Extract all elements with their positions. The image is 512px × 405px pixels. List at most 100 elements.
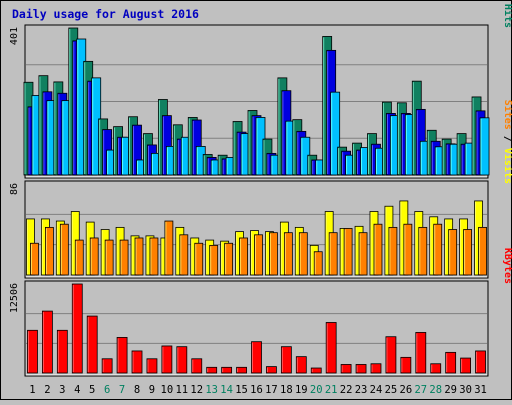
panel-3: 12506 KBytes <box>9 248 512 377</box>
bar-kbytes-day-7 <box>116 337 128 374</box>
day-label: 16 <box>250 384 263 396</box>
bar-sites-day-19 <box>298 232 308 276</box>
day-label: 14 <box>220 384 233 396</box>
day-label: 15 <box>235 384 248 396</box>
bar-kbytes-day-13 <box>206 366 218 374</box>
bar-sites-day-11 <box>179 234 189 276</box>
day-label: 6 <box>104 384 110 396</box>
day-label: 9 <box>149 384 155 396</box>
y-axis-label-part: KBytes <box>502 248 512 284</box>
bar-sites-day-25 <box>388 226 398 276</box>
bar-kbytes-day-18 <box>280 346 292 374</box>
day-label: 22 <box>340 384 353 396</box>
day-label: 12 <box>190 384 203 396</box>
day-label: 28 <box>429 384 442 396</box>
y-max-label: 86 <box>9 183 20 195</box>
day-label: 26 <box>400 384 413 396</box>
bar-sites-day-28 <box>433 223 443 276</box>
day-label: 24 <box>370 384 383 396</box>
y-axis-label-part: Hits <box>502 4 512 28</box>
bar-sites-day-23 <box>358 232 368 276</box>
day-label: 27 <box>414 384 427 396</box>
bar-kbytes-day-22 <box>340 364 352 374</box>
bar-kbytes-day-6 <box>101 358 113 374</box>
bar-sites-day-13 <box>209 244 219 276</box>
chart-panels: 401 Pages / Files / Hits 86 Sites / Visits 1… <box>9 0 512 377</box>
bar-sites-day-7 <box>119 239 129 276</box>
bar-kbytes-day-16 <box>251 341 262 374</box>
chart-title: Daily usage for August 2016 <box>12 7 199 21</box>
bar-kbytes-day-30 <box>460 357 471 374</box>
y-axis-label-part: / <box>502 0 512 4</box>
panel-1: 401 Pages / Files / Hits <box>9 0 512 179</box>
day-label: 2 <box>44 384 50 396</box>
bar-sites-day-3 <box>59 223 69 276</box>
bar-kbytes-day-14 <box>221 366 233 374</box>
day-label: 17 <box>265 384 278 396</box>
bar-sites-day-12 <box>194 242 204 276</box>
bar-sites-day-31 <box>478 226 487 276</box>
bar-sites-day-1 <box>30 242 39 276</box>
bar-kbytes-day-24 <box>370 363 382 374</box>
day-label: 25 <box>385 384 398 396</box>
day-label: 5 <box>89 384 95 396</box>
bar-kbytes-day-17 <box>266 366 277 374</box>
bar-sites-day-15 <box>239 237 248 276</box>
bar-sites-day-10 <box>164 220 174 276</box>
day-label: 31 <box>474 384 487 396</box>
bar-sites-day-27 <box>418 226 428 276</box>
bar-sites-day-20 <box>313 251 323 276</box>
y-axis-label-part: Sites <box>502 100 512 130</box>
bar-kbytes-day-5 <box>86 315 98 374</box>
day-label: 19 <box>295 384 308 396</box>
bar-sites-day-16 <box>254 234 263 276</box>
bar-kbytes-day-15 <box>236 366 247 374</box>
x-axis-labels: 1 2 3 4 5 6 7 8 9 10 11 12 13 14 15 16 17 18 19 20 21 22 23 24 2… <box>29 384 487 396</box>
day-label: 7 <box>119 384 125 396</box>
day-label: 30 <box>459 384 472 396</box>
bar-sites-day-9 <box>149 237 159 276</box>
bar-kbytes-day-10 <box>161 345 173 374</box>
bar-sites-day-29 <box>448 229 458 276</box>
bar-kbytes-day-9 <box>146 358 158 374</box>
day-label: 11 <box>175 384 188 396</box>
y-max-label: 12506 <box>9 283 20 313</box>
bar-sites-day-24 <box>373 223 383 276</box>
bar-kbytes-day-12 <box>191 358 203 374</box>
day-label: 13 <box>205 384 218 396</box>
bar-pages-day-31 <box>479 117 490 176</box>
bar-sites-day-5 <box>89 237 99 276</box>
bar-sites-day-8 <box>134 237 144 276</box>
day-label: 18 <box>280 384 293 396</box>
bar-sites-day-21 <box>328 232 338 276</box>
bar-sites-day-30 <box>463 229 472 276</box>
bar-kbytes-day-29 <box>445 351 457 374</box>
bar-kbytes-day-8 <box>131 350 143 374</box>
y-axis-label: Pages / Files / Hits <box>502 0 512 28</box>
bar-kbytes-day-26 <box>400 356 412 374</box>
y-axis-label: KBytes <box>502 248 512 284</box>
day-label: 1 <box>29 384 35 396</box>
day-label: 8 <box>134 384 140 396</box>
y-axis-label-part: / <box>502 130 512 148</box>
bar-kbytes-day-31 <box>475 350 486 374</box>
bar-kbytes-day-28 <box>430 363 442 374</box>
bar-kbytes-day-1 <box>27 329 38 374</box>
y-axis-label-part: Visits <box>502 148 512 184</box>
bar-sites-day-18 <box>283 232 293 276</box>
bar-kbytes-day-27 <box>415 332 427 374</box>
bar-kbytes-day-19 <box>295 356 307 374</box>
bar-kbytes-day-4 <box>71 283 83 374</box>
day-label: 3 <box>59 384 65 396</box>
bar-pages-day-21 <box>330 91 341 176</box>
bar-kbytes-day-20 <box>310 367 322 374</box>
y-max-label: 401 <box>9 27 20 45</box>
bar-sites-day-14 <box>224 242 234 276</box>
bar-kbytes-day-2 <box>42 310 53 374</box>
day-label: 23 <box>355 384 368 396</box>
bar-kbytes-day-3 <box>56 329 68 374</box>
bar-kbytes-day-23 <box>355 364 367 374</box>
bar-kbytes-day-21 <box>325 322 337 374</box>
day-label: 4 <box>74 384 80 396</box>
